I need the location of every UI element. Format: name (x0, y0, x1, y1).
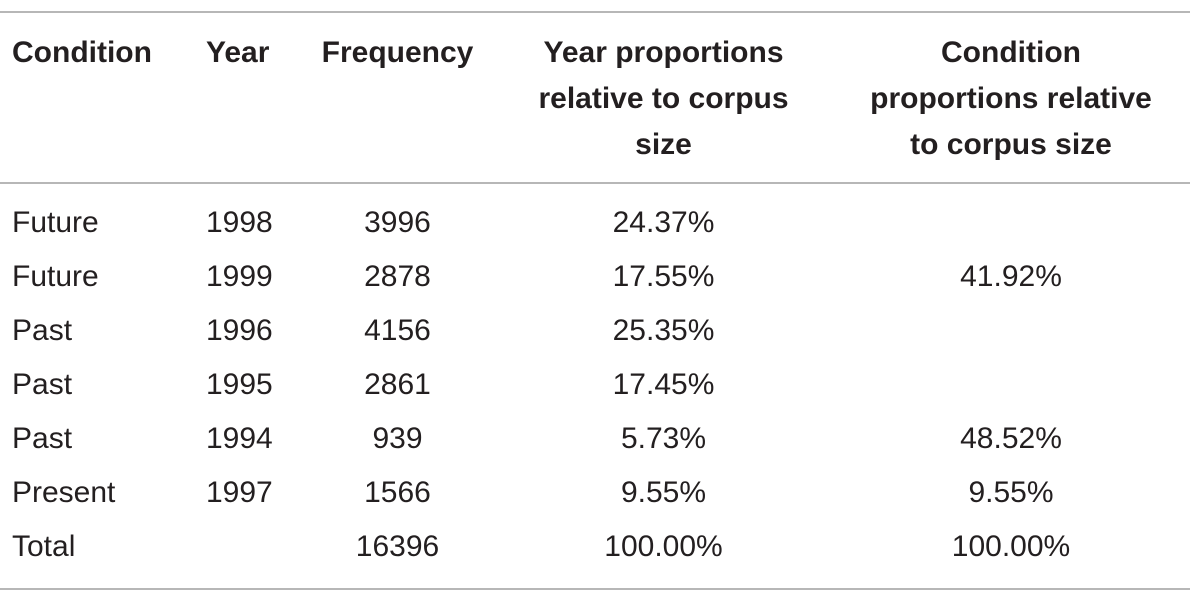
cell-year: 1998 (206, 206, 273, 239)
frequency-table: Condition Year Frequency Year proportion… (0, 13, 1190, 574)
cell-year: 1996 (206, 314, 273, 347)
cell-condition: Total (12, 530, 76, 563)
top-rule (0, 11, 1190, 13)
table-row-total: Total 16396 100.00% 100.00% (0, 520, 1190, 574)
cell-frequency: 2861 (364, 368, 431, 401)
header-year-proportions-line: Year proportions (543, 36, 784, 69)
header-condition-proportions-line: Condition (941, 36, 1081, 69)
cell-condition-proportion: 9.55% (968, 476, 1054, 509)
cell-condition: Future (12, 206, 99, 239)
cell-condition: Future (12, 260, 99, 293)
table-row: Future 1998 3996 24.37% (0, 182, 1190, 250)
cell-year-proportion: 100.00% (604, 530, 723, 563)
cell-year-proportion: 24.37% (612, 206, 715, 239)
cell-condition: Past (12, 314, 73, 347)
cell-frequency: 16396 (355, 530, 440, 563)
table-row: Past 1995 2861 17.45% (0, 358, 1190, 412)
cell-condition-proportion (832, 358, 1190, 412)
cell-condition: Present (12, 476, 116, 509)
cell-year: 1999 (206, 260, 273, 293)
header-year-proportions: Year proportions relative to corpus size (495, 13, 832, 182)
cell-frequency: 939 (372, 422, 423, 455)
table-row: Past 1994 939 5.73% 48.52% (0, 412, 1190, 466)
cell-frequency: 4156 (364, 314, 431, 347)
cell-condition-proportion: 41.92% (960, 260, 1062, 293)
header-year-proportions-line: relative to corpus (538, 82, 789, 115)
table-row: Present 1997 1566 9.55% 9.55% (0, 466, 1190, 520)
cell-condition-proportion (832, 304, 1190, 358)
cell-year-proportion: 25.35% (612, 314, 715, 347)
header-row: Condition Year Frequency Year proportion… (0, 13, 1190, 182)
bottom-rule (0, 588, 1190, 590)
header-frequency: Frequency (321, 36, 474, 69)
cell-condition: Past (12, 368, 73, 401)
header-condition-proportions-line: proportions relative (870, 82, 1152, 115)
cell-frequency: 2878 (364, 260, 431, 293)
cell-year-proportion: 9.55% (620, 476, 707, 509)
header-condition-proportions-line: to corpus size (910, 128, 1112, 161)
cell-condition: Past (12, 422, 73, 455)
cell-year-proportion: 17.55% (612, 260, 715, 293)
cell-year: 1997 (206, 476, 273, 509)
table-row: Past 1996 4156 25.35% (0, 304, 1190, 358)
table-row: Future 1999 2878 17.55% 41.92% (0, 250, 1190, 304)
cell-condition-proportion (832, 182, 1190, 250)
cell-year-proportion: 17.45% (612, 368, 715, 401)
header-year-proportions-line: size (635, 128, 692, 161)
cell-year (190, 520, 300, 574)
cell-frequency: 3996 (364, 206, 431, 239)
cell-year: 1995 (206, 368, 273, 401)
header-condition-proportions: Condition proportions relative to corpus… (832, 13, 1190, 182)
header-condition: Condition (12, 36, 152, 69)
header-rule (0, 182, 1190, 184)
cell-condition-proportion: 48.52% (960, 422, 1062, 455)
cell-condition-proportion: 100.00% (951, 530, 1071, 563)
header-year: Year (206, 36, 270, 69)
cell-frequency: 1566 (364, 476, 431, 509)
cell-year-proportion: 5.73% (620, 422, 707, 455)
cell-year: 1994 (206, 422, 273, 455)
